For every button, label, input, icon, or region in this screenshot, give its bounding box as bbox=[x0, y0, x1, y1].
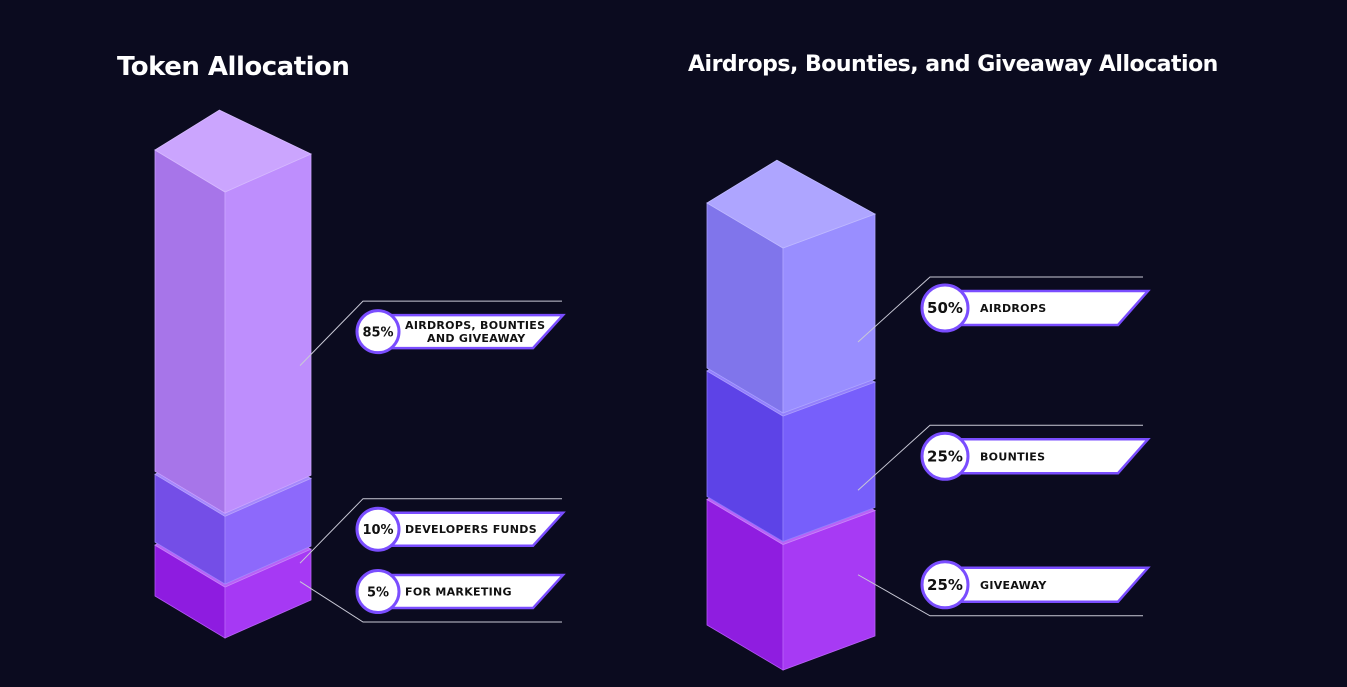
chart-1-value-label-2: 10% bbox=[362, 523, 393, 538]
chart-2-label-3: 25% GIVEAWAY bbox=[857, 560, 1151, 617]
chart-2-category-label-2: BOUNTIES bbox=[980, 450, 1045, 463]
chart-1-value-label-3: 5% bbox=[367, 586, 389, 601]
chart-1-category-label-3: FOR MARKETING bbox=[405, 586, 512, 599]
chart-2-value-label-3: 25% bbox=[927, 576, 963, 594]
chart-2-bar-1 bbox=[706, 159, 876, 414]
token-allocation-title: Token Allocation bbox=[117, 52, 350, 82]
chart-1-blocks bbox=[154, 109, 312, 639]
chart-1-value-label-1: 85% bbox=[362, 326, 393, 341]
airdrops-allocation-title: Airdrops, Bounties, and Giveaway Allocat… bbox=[688, 52, 1218, 77]
chart-1-bar-1 bbox=[154, 109, 312, 515]
chart-2-value-label-1: 50% bbox=[927, 299, 963, 317]
chart-2-label-2: 25% BOUNTIES bbox=[857, 424, 1151, 491]
chart-1-label-2: 10% DEVELOPERS FUNDS bbox=[299, 498, 566, 564]
chart-1-category-label-1-line-2: AND GIVEAWAY bbox=[427, 332, 526, 345]
chart-2-label-1: 50% AIRDROPS bbox=[857, 276, 1151, 343]
chart-1-category-label-1-line-1: AIRDROPS, BOUNTIES bbox=[405, 319, 545, 332]
chart-2-value-label-2: 25% bbox=[927, 447, 963, 465]
chart-2-category-label-3: GIVEAWAY bbox=[980, 579, 1047, 592]
chart-2-category-label-1: AIRDROPS bbox=[980, 302, 1046, 315]
chart-1-label-3: 5% FOR MARKETING bbox=[299, 569, 566, 623]
chart-1-category-label-2: DEVELOPERS FUNDS bbox=[405, 523, 537, 536]
chart-2-blocks bbox=[706, 159, 876, 671]
